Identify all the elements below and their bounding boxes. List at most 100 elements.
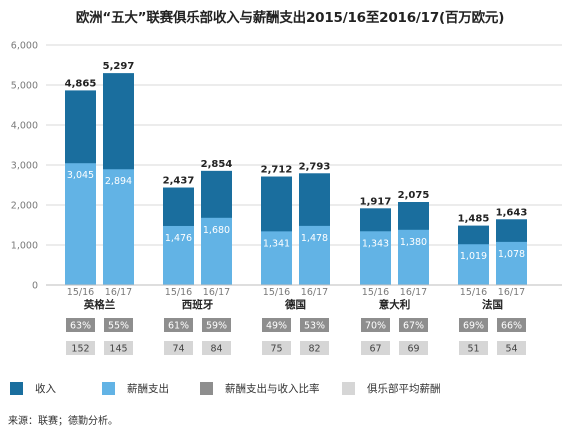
ratio-label: 70% — [365, 321, 386, 332]
revenue-label: 1,917 — [360, 196, 392, 207]
season-label: 15/16 — [460, 287, 487, 298]
y-tick-label: 6,000 — [11, 41, 38, 52]
legend-swatch-revenue — [10, 381, 23, 395]
wage-bar — [163, 225, 194, 285]
ratio-box — [104, 318, 133, 332]
chart-title: 欧洲“五大”联赛俱乐部收入与薪酬支出2015/16至2016/17(百万欧元) — [75, 10, 505, 26]
season-label: 16/17 — [400, 287, 427, 298]
ratio-label: 69% — [463, 321, 484, 332]
revenue-label: 1,485 — [458, 214, 490, 225]
avg-box — [459, 341, 488, 355]
wage-label: 1,019 — [460, 251, 487, 262]
ratio-box — [262, 318, 291, 332]
wage-bar — [103, 169, 134, 285]
avg-label: 67 — [369, 344, 381, 355]
wage-label: 1,476 — [165, 233, 192, 244]
season-label: 15/16 — [263, 287, 290, 298]
avg-label: 152 — [71, 344, 89, 355]
revenue-label: 2,712 — [261, 165, 293, 176]
ratio-label: 59% — [206, 321, 227, 332]
revenue-label: 4,865 — [65, 78, 97, 89]
source-note: 来源：联赛；德勤分析。 — [8, 416, 118, 427]
country-label: 英格兰 — [83, 298, 116, 311]
avg-label: 145 — [109, 344, 127, 355]
revenue-label: 1,643 — [496, 207, 528, 218]
avg-box — [361, 341, 390, 355]
avg-box — [202, 341, 231, 355]
avg-label: 54 — [505, 344, 517, 355]
wage-bar — [360, 231, 391, 285]
avg-box — [399, 341, 428, 355]
revenue-label: 5,297 — [103, 61, 135, 72]
wage-label: 2,894 — [105, 176, 132, 187]
ratio-label: 66% — [501, 321, 522, 332]
season-label: 16/17 — [203, 287, 230, 298]
ratio-box — [497, 318, 526, 332]
ratio-label: 63% — [70, 321, 91, 332]
wage-bar — [496, 241, 527, 285]
country-label: 意大利 — [379, 298, 411, 311]
legend-item-revenue: 收入 — [10, 381, 56, 395]
ratio-box — [66, 318, 95, 332]
revenue-label: 2,075 — [398, 190, 430, 201]
wage-label: 1,341 — [263, 238, 290, 249]
avg-label: 51 — [467, 344, 479, 355]
avg-box — [66, 341, 95, 355]
season-label: 15/16 — [67, 287, 94, 298]
ratio-box — [202, 318, 231, 332]
revenue-label: 2,793 — [299, 161, 331, 172]
ratio-label: 49% — [266, 321, 287, 332]
avg-box — [104, 341, 133, 355]
season-label: 16/17 — [105, 287, 132, 298]
avg-label: 82 — [308, 344, 320, 355]
ratio-label: 61% — [168, 321, 189, 332]
legend-label-revenue: 收入 — [35, 382, 56, 395]
ratio-label: 53% — [304, 321, 325, 332]
y-tick-label: 5,000 — [11, 81, 38, 92]
revenue-label: 2,437 — [163, 176, 195, 187]
country-label: 德国 — [284, 298, 306, 311]
avg-label: 75 — [270, 344, 282, 355]
wage-label: 3,045 — [67, 170, 94, 181]
ratio-box — [399, 318, 428, 332]
avg-box — [262, 341, 291, 355]
y-tick-label: 2,000 — [11, 201, 38, 212]
avg-label: 84 — [210, 344, 222, 355]
country-label: 法国 — [482, 298, 503, 311]
avg-label: 69 — [407, 344, 419, 355]
legend-item-wage: 薪酬支出 — [102, 381, 169, 395]
y-tick-label: 4,000 — [11, 121, 38, 132]
wage-label: 1,680 — [203, 225, 230, 236]
season-label: 15/16 — [362, 287, 389, 298]
ratio-box — [361, 318, 390, 332]
y-tick-label: 1,000 — [11, 241, 38, 252]
legend-label-ratio: 薪酬支出与收入比率 — [225, 382, 320, 395]
revenue-label: 2,854 — [201, 159, 233, 170]
wage-label: 1,478 — [301, 233, 328, 244]
ratio-box — [300, 318, 329, 332]
avg-label: 74 — [172, 344, 184, 355]
ratio-label: 55% — [108, 321, 129, 332]
season-label: 15/16 — [165, 287, 192, 298]
wage-bar — [65, 163, 96, 285]
y-tick-label: 0 — [32, 281, 38, 292]
season-label: 16/17 — [301, 287, 328, 298]
ratio-box — [164, 318, 193, 332]
wage-label: 1,343 — [362, 238, 389, 249]
season-label: 16/17 — [498, 287, 525, 298]
wage-label: 1,078 — [498, 249, 525, 260]
legend: 收入 薪酬支出 薪酬支出与收入比率 俱乐部平均薪酬 — [0, 381, 580, 397]
legend-swatch-wage — [102, 381, 115, 395]
avg-box — [497, 341, 526, 355]
wage-label: 1,380 — [400, 237, 427, 248]
country-label: 西班牙 — [182, 298, 214, 311]
avg-box — [164, 341, 193, 355]
wage-bar — [261, 231, 292, 285]
legend-item-avg: 俱乐部平均薪酬 — [342, 381, 441, 395]
legend-swatch-ratio — [200, 381, 213, 395]
ratio-box — [459, 318, 488, 332]
wage-bar — [398, 229, 429, 285]
legend-item-ratio: 薪酬支出与收入比率 — [200, 381, 320, 395]
wage-bar — [201, 217, 232, 285]
